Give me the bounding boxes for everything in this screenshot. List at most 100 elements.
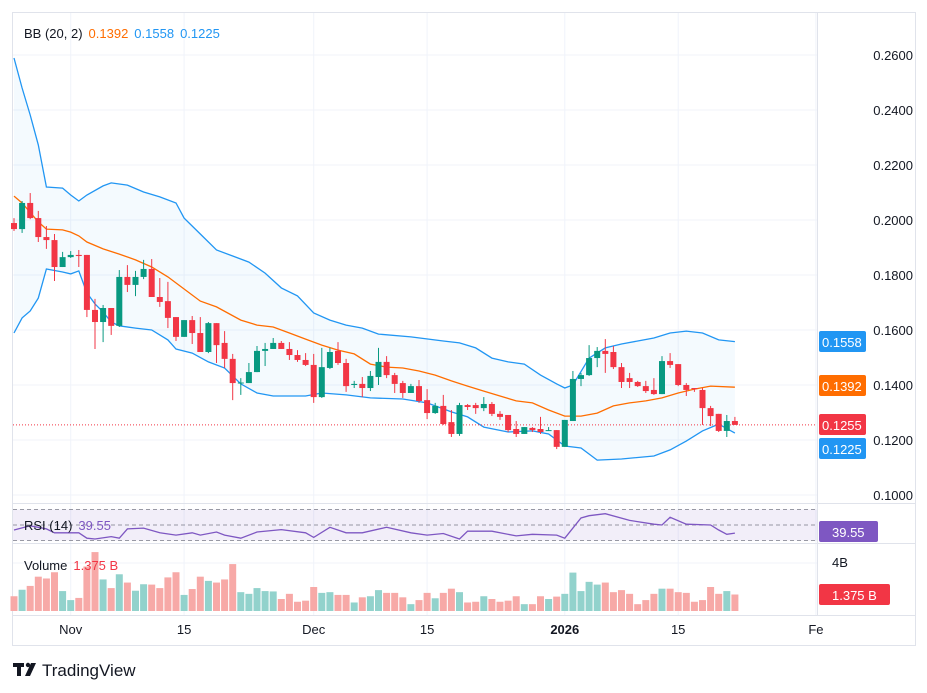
candle-body <box>375 361 382 378</box>
candle-body <box>659 361 665 395</box>
candle-body <box>391 375 398 384</box>
rsi-legend-title: RSI (14) <box>24 518 72 533</box>
volume-legend[interactable]: Volume 1.375 B <box>24 558 118 573</box>
candle-body <box>310 364 317 398</box>
candle <box>383 356 390 379</box>
candle-body <box>691 388 698 390</box>
candle-body <box>505 414 512 431</box>
candle-body <box>569 378 576 422</box>
candle-body <box>602 350 609 354</box>
candle <box>213 323 220 363</box>
price-tick-label: 0.1400 <box>873 378 913 393</box>
time-tick-label: 2026 <box>550 622 579 637</box>
candle-body <box>561 419 568 447</box>
candle-body <box>116 276 123 326</box>
candle <box>116 270 123 327</box>
candle <box>537 416 544 434</box>
volume-bar <box>83 566 91 611</box>
candle-body <box>731 421 738 425</box>
candle-body <box>237 382 244 384</box>
candle-body <box>675 364 682 385</box>
candle-body <box>432 405 439 414</box>
volume-bar <box>383 592 391 611</box>
candle-body <box>351 383 358 385</box>
candle <box>432 402 439 414</box>
candle-body <box>367 375 374 389</box>
candle <box>602 339 609 373</box>
time-tick-label: Fe <box>808 622 823 637</box>
candle-body <box>497 413 503 417</box>
candle-body <box>416 386 422 401</box>
candle <box>19 201 26 233</box>
candle-body <box>618 367 625 382</box>
candle-body <box>634 381 641 387</box>
candle-body <box>108 308 115 326</box>
candle <box>634 380 641 387</box>
price-axis[interactable]: 0.2600 0.2400 0.2200 0.2000 0.1800 0.1600 0.14… <box>873 48 913 503</box>
volume-bar <box>148 584 156 611</box>
candle-body <box>586 358 593 376</box>
volume-bar <box>415 600 423 611</box>
candle <box>731 416 738 425</box>
candle-body <box>448 422 455 434</box>
candle <box>278 341 285 349</box>
price-tick-label: 0.2600 <box>873 48 913 63</box>
candle <box>715 413 722 433</box>
candle <box>335 342 341 365</box>
volume-bar <box>601 582 609 611</box>
candle <box>723 414 730 437</box>
candle <box>59 251 66 268</box>
volume-bar <box>229 564 237 611</box>
candle-body <box>440 405 447 425</box>
svg-text:0.1225: 0.1225 <box>822 442 862 457</box>
volume-bar <box>658 588 666 611</box>
time-tick-label: Dec <box>302 622 326 637</box>
candle <box>529 427 536 433</box>
volume-bar <box>690 601 698 611</box>
rsi-value-label: 39.55 <box>819 521 878 542</box>
bb-legend-title: BB (20, 2) <box>24 26 83 41</box>
candle <box>594 347 601 368</box>
candle <box>286 342 293 360</box>
candle-body <box>173 317 179 337</box>
volume-legend-title: Volume <box>24 558 67 573</box>
candle-body <box>51 240 58 268</box>
time-axis[interactable]: Nov 15 Dec 15 2026 15 Fe <box>59 622 823 637</box>
candle <box>456 402 463 436</box>
svg-text:RSI (14)39.55: RSI (14) 39.55 <box>24 518 111 533</box>
volume-bar <box>407 604 415 611</box>
candle-body <box>578 375 584 379</box>
svg-text:0.1392: 0.1392 <box>822 379 862 394</box>
grid <box>13 13 817 615</box>
volume-bar <box>431 598 439 611</box>
bollinger-basis-line <box>13 195 735 417</box>
bb-legend[interactable]: BB (20, 2) 0.1392 0.1558 0.1225 <box>24 26 220 41</box>
candle <box>205 322 212 354</box>
volume-bar <box>132 590 139 611</box>
candle-body <box>335 350 341 363</box>
candle <box>586 345 593 376</box>
candle <box>650 378 657 395</box>
candle <box>707 405 714 426</box>
candle <box>505 414 512 433</box>
rsi-legend[interactable]: RSI (14) 39.55 <box>24 518 111 533</box>
volume-bar <box>642 600 650 611</box>
volume-bar <box>456 592 463 611</box>
volume-bar <box>609 592 617 611</box>
volume-bar <box>18 589 26 611</box>
candle <box>488 402 495 417</box>
lower-band-label: 0.1225 <box>819 438 866 459</box>
candle <box>472 402 479 414</box>
candle-body <box>43 237 50 241</box>
volume-bar <box>42 578 50 611</box>
candle-body <box>594 350 601 359</box>
volume-bar <box>26 585 34 611</box>
candle <box>416 380 422 403</box>
volume-bar <box>553 596 561 611</box>
tradingview-logo[interactable]: TradingView <box>13 661 136 680</box>
candle <box>448 410 455 437</box>
bb-legend-basis: 0.1392 <box>89 26 129 41</box>
volume-bar <box>423 592 431 611</box>
